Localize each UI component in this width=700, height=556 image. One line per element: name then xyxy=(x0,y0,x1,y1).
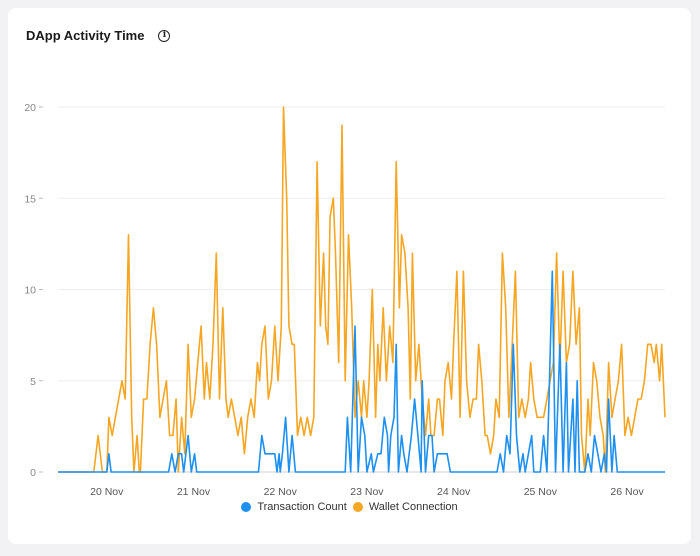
y-tick-label: 0 xyxy=(30,467,36,479)
chart-title: DApp Activity Time xyxy=(26,28,145,43)
x-tick-label: 20 Nov xyxy=(90,486,124,498)
series-lines xyxy=(58,106,666,473)
y-tick-label: 5 xyxy=(30,376,36,388)
chart-card: DApp Activity Time i 0 5 10 15 20 20 Nov 21 No… xyxy=(8,8,691,544)
x-tick-label: 25 Nov xyxy=(524,486,558,498)
axis-labels: 0 5 10 15 20 20 Nov 21 Nov 22 Nov 23 Nov 24 Nov 25… xyxy=(24,102,644,498)
legend-swatch-wallet-connection xyxy=(352,502,363,512)
legend-swatch-transaction-count xyxy=(241,502,252,512)
chart-legend: Transaction Count Wallet Connection xyxy=(8,501,691,513)
info-icon[interactable]: i xyxy=(158,29,171,42)
legend-item-transaction-count[interactable]: Transaction Count xyxy=(241,501,347,513)
card-header: DApp Activity Time i xyxy=(26,28,171,43)
legend-label-transaction-count: Transaction Count xyxy=(257,501,347,513)
chart-plot: 0 5 10 15 20 20 Nov 21 Nov 22 Nov 23 Nov 24 Nov 25… xyxy=(24,102,666,498)
y-tick-label: 20 xyxy=(24,102,36,114)
x-tick-label: 26 Nov xyxy=(610,486,644,498)
y-tick-label: 15 xyxy=(24,193,36,205)
legend-item-wallet-connection[interactable]: Wallet Connection xyxy=(352,501,458,513)
legend-label-wallet-connection: Wallet Connection xyxy=(368,501,458,513)
series-line-transaction-count[interactable] xyxy=(58,270,665,473)
y-tick-label: 10 xyxy=(24,285,36,297)
x-tick-label: 22 Nov xyxy=(264,486,298,498)
x-tick-label: 24 Nov xyxy=(437,486,471,498)
x-tick-label: 23 Nov xyxy=(350,486,384,498)
x-tick-label: 21 Nov xyxy=(177,486,211,498)
series-line-wallet-connection[interactable] xyxy=(58,106,666,473)
